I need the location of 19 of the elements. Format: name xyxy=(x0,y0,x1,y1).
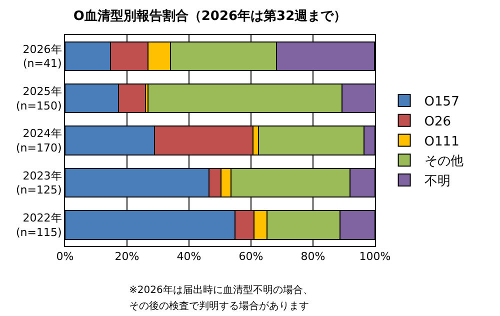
x-tick-label: 20% xyxy=(114,250,140,264)
legend-label: O111 xyxy=(424,134,460,150)
text: ※2026年は届出時に血清型不明の場合、 xyxy=(129,284,313,296)
x-tick-label: 80% xyxy=(300,250,326,264)
y-tick-label: 2022年 (n=115) xyxy=(16,212,62,239)
chart-title: O血清型別報告割合（2026年は第32週まで） xyxy=(73,8,347,24)
y-tick-label: 2024年 (n=170) xyxy=(16,127,62,154)
y-tick-label: 2026年 (n=41) xyxy=(22,42,62,70)
x-tick-label: 0% xyxy=(56,250,74,264)
legend-label: 不明 xyxy=(424,174,450,190)
legend-label: その他 xyxy=(424,154,464,170)
x-tick-label: 100% xyxy=(359,250,391,264)
x-tick-label: 40% xyxy=(176,250,202,264)
x-tick-label: 60% xyxy=(238,250,264,264)
legend-label: O157 xyxy=(424,94,460,110)
y-tick-label: 2025年 (n=150) xyxy=(16,85,62,112)
y-tick-label: 2023年 (n=125) xyxy=(16,169,62,197)
legend-label: O26 xyxy=(424,114,452,130)
text: その後の検査で判明する場合があります xyxy=(129,300,309,312)
